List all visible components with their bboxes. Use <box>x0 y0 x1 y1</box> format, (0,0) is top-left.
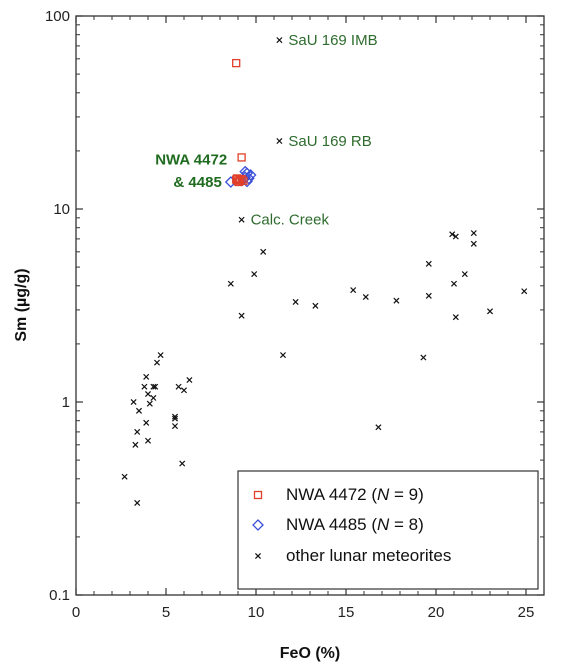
other-meteorite-point <box>276 138 283 145</box>
x-axis-ticks: 0 5 10 15 20 25 <box>72 16 535 621</box>
annotation-label: SaU 169 IMB <box>288 32 377 49</box>
other-meteorite-point <box>425 292 432 299</box>
other-meteorite-point <box>251 271 258 278</box>
y-tick-label: 10 <box>53 201 70 218</box>
other-meteorite-point <box>425 260 432 267</box>
nwa-4472-point <box>237 153 246 162</box>
annotation-label: & 4485 <box>173 174 221 191</box>
other-meteorite-point <box>276 37 283 44</box>
y-tick-label: 0.1 <box>49 587 70 604</box>
other-meteorite-point <box>171 423 179 430</box>
other-meteorite-point <box>227 280 234 287</box>
other-meteorite-point <box>521 288 528 295</box>
other-meteorite-point <box>470 230 477 237</box>
other-meteorite-point <box>420 354 427 361</box>
other-meteorite-point <box>393 297 400 304</box>
y-axis-ticks: 0.1 1 10 100 <box>45 8 544 604</box>
x-tick-label: 5 <box>162 604 170 621</box>
other-meteorite-point <box>171 415 179 422</box>
other-meteorite-point <box>144 437 152 444</box>
other-meteorite-point <box>452 233 459 240</box>
other-meteorite-point <box>450 280 458 287</box>
other-meteorite-point <box>375 424 382 431</box>
other-meteorite-point <box>135 407 143 414</box>
other-meteorite-point <box>452 314 459 321</box>
annotation-label: SaU 169 RB <box>288 133 371 150</box>
other-meteorite-point <box>449 231 456 238</box>
other-meteorite-point <box>150 383 157 390</box>
other-meteorite-point <box>157 352 164 359</box>
other-meteorite-point <box>312 302 319 309</box>
other-meteorite-point <box>470 240 477 247</box>
legend: NWA 4472 (N = 9) NWA 4485 (N = 8) other lu… <box>237 470 539 590</box>
other-meteorite-point <box>179 460 186 467</box>
other-meteorite-point <box>279 352 287 359</box>
other-meteorite-point <box>143 373 150 380</box>
y-axis-title: Sm (µg/g) <box>13 268 30 341</box>
data-points <box>121 37 528 506</box>
other-meteorite-point <box>141 383 148 390</box>
point-annotations: SaU 169 IMB SaU 169 RB Calc. Creek NWA 4472… <box>155 32 377 229</box>
other-meteorite-point <box>153 359 161 366</box>
legend-label: other lunar meteorites <box>286 546 451 565</box>
legend-label: NWA 4485 (N = 8) <box>286 515 424 534</box>
annotation-label: Calc. Creek <box>251 212 330 229</box>
annotation-label: NWA 4472 <box>155 152 227 169</box>
legend-box <box>237 470 539 590</box>
other-meteorite-point <box>130 398 137 406</box>
y-tick-label: 1 <box>62 394 70 411</box>
other-meteorite-point <box>171 413 179 420</box>
legend-marker-other <box>254 552 262 560</box>
other-meteorite-point <box>134 499 141 506</box>
other-meteorite-point <box>238 216 245 223</box>
other-meteorite-point <box>350 287 357 294</box>
x-tick-label: 15 <box>338 604 355 621</box>
other-meteorite-point <box>292 298 299 305</box>
other-meteorite-point <box>238 312 245 319</box>
other-meteorite-point <box>362 293 369 301</box>
x-axis-title: FeO (%) <box>280 645 340 662</box>
other-meteorite-point <box>152 383 159 390</box>
x-tick-label: 20 <box>428 604 445 621</box>
other-meteorite-point <box>175 383 182 390</box>
nwa-4472-point <box>234 177 244 187</box>
legend-marker-square <box>253 490 263 500</box>
other-meteorite-point <box>180 387 188 394</box>
legend-marker-diamond <box>252 519 264 531</box>
other-meteorite-point <box>144 390 152 398</box>
other-meteorite-point <box>146 400 153 407</box>
other-meteorite-point <box>260 248 267 255</box>
other-meteorite-point <box>461 271 468 278</box>
other-meteorite-point <box>132 441 139 448</box>
other-meteorite-point <box>134 428 141 435</box>
nwa-4472-point <box>232 58 241 68</box>
other-meteorite-point <box>143 419 150 426</box>
other-meteorite-point <box>186 376 193 384</box>
legend-label: NWA 4472 (N = 9) <box>286 485 424 504</box>
nwa-4472-point <box>239 176 248 185</box>
other-meteorite-point <box>150 394 157 401</box>
x-tick-label: 0 <box>72 604 80 621</box>
x-tick-label: 25 <box>518 604 535 621</box>
x-tick-label: 10 <box>248 604 265 621</box>
other-meteorite-point <box>121 473 128 480</box>
y-tick-label: 100 <box>45 8 70 25</box>
other-meteorite-point <box>486 308 494 315</box>
